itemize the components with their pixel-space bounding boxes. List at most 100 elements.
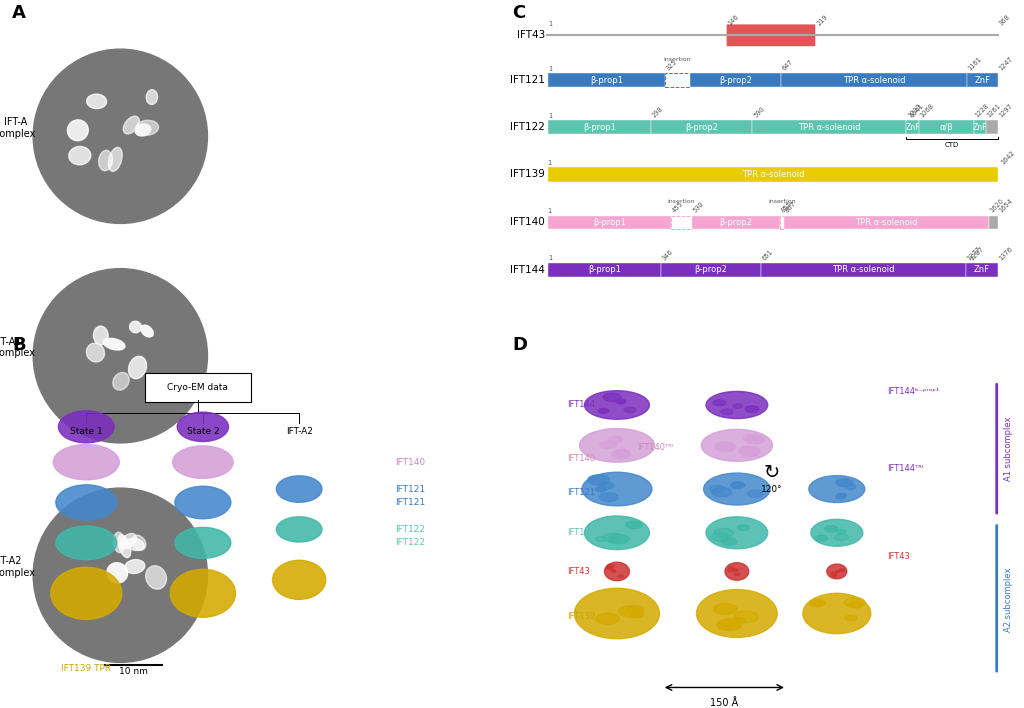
Text: TPR α-solenoid: TPR α-solenoid xyxy=(843,76,905,85)
Bar xyxy=(906,120,919,134)
Text: IFT122: IFT122 xyxy=(567,528,595,537)
Ellipse shape xyxy=(93,326,109,345)
Ellipse shape xyxy=(131,535,146,550)
Text: β-prop2: β-prop2 xyxy=(685,122,718,132)
Text: State 2: State 2 xyxy=(186,427,219,436)
Ellipse shape xyxy=(615,399,626,404)
Ellipse shape xyxy=(714,603,737,615)
Ellipse shape xyxy=(607,564,614,568)
Ellipse shape xyxy=(837,493,847,498)
Ellipse shape xyxy=(580,428,654,462)
Ellipse shape xyxy=(135,124,151,136)
Ellipse shape xyxy=(611,570,615,572)
Text: 298: 298 xyxy=(651,105,665,119)
Text: IFT140ᵀᴿᴵ: IFT140ᵀᴿᴵ xyxy=(637,442,674,452)
Text: D: D xyxy=(512,336,527,354)
Text: 590: 590 xyxy=(753,105,766,119)
Ellipse shape xyxy=(739,446,761,457)
Ellipse shape xyxy=(276,517,322,542)
Ellipse shape xyxy=(845,615,857,621)
Ellipse shape xyxy=(582,472,652,506)
Text: IFT43: IFT43 xyxy=(567,567,590,576)
Bar xyxy=(690,74,781,87)
Text: TPR α-solenoid: TPR α-solenoid xyxy=(798,122,860,132)
Ellipse shape xyxy=(845,598,865,607)
Text: IFT144: IFT144 xyxy=(567,401,595,409)
Text: IFT43: IFT43 xyxy=(516,30,545,40)
Ellipse shape xyxy=(717,619,741,630)
Text: 530: 530 xyxy=(692,200,706,214)
Circle shape xyxy=(33,488,208,663)
Ellipse shape xyxy=(746,435,764,444)
Ellipse shape xyxy=(835,534,849,540)
Text: IFT-A1
subcomplex: IFT-A1 subcomplex xyxy=(0,336,36,358)
Ellipse shape xyxy=(809,476,865,503)
Text: 1261: 1261 xyxy=(985,103,1001,119)
Ellipse shape xyxy=(604,562,630,581)
Text: IFT122: IFT122 xyxy=(395,525,425,534)
Ellipse shape xyxy=(611,450,631,459)
Text: TPR α-solenoid: TPR α-solenoid xyxy=(831,266,894,274)
Ellipse shape xyxy=(53,445,119,480)
Bar xyxy=(967,74,998,87)
Ellipse shape xyxy=(830,572,838,575)
Text: 325: 325 xyxy=(665,59,678,72)
Ellipse shape xyxy=(630,611,644,618)
Ellipse shape xyxy=(701,429,772,462)
Text: CTD: CTD xyxy=(945,142,959,148)
FancyBboxPatch shape xyxy=(144,373,251,401)
Bar xyxy=(548,120,651,134)
Text: B: B xyxy=(12,336,26,354)
Text: 867: 867 xyxy=(783,200,797,214)
Text: A2 subcomplex: A2 subcomplex xyxy=(1005,568,1013,632)
Text: 1033: 1033 xyxy=(906,103,923,119)
Bar xyxy=(974,120,985,134)
Text: IFT121: IFT121 xyxy=(395,484,426,493)
Ellipse shape xyxy=(737,525,750,530)
Text: 1247: 1247 xyxy=(998,55,1014,72)
Ellipse shape xyxy=(626,521,642,529)
Text: IFT-A2: IFT-A2 xyxy=(286,427,312,436)
Ellipse shape xyxy=(599,493,618,501)
Circle shape xyxy=(33,49,208,224)
Text: 455: 455 xyxy=(672,200,685,214)
Ellipse shape xyxy=(106,563,128,583)
Ellipse shape xyxy=(706,392,768,418)
Ellipse shape xyxy=(598,409,608,413)
Ellipse shape xyxy=(118,535,131,558)
Text: A: A xyxy=(12,4,27,21)
Ellipse shape xyxy=(272,560,326,600)
Text: 1297: 1297 xyxy=(998,103,1014,119)
Ellipse shape xyxy=(172,446,233,479)
Ellipse shape xyxy=(810,600,824,607)
Ellipse shape xyxy=(742,434,758,441)
Text: IFT144ᵇ⁻ᵖʳᵒᵖ¹: IFT144ᵇ⁻ᵖʳᵒᵖ¹ xyxy=(887,387,939,396)
Ellipse shape xyxy=(68,120,88,141)
Text: β-prop1: β-prop1 xyxy=(590,76,623,85)
Bar xyxy=(548,74,665,87)
Text: 10 nm: 10 nm xyxy=(119,667,148,676)
Ellipse shape xyxy=(574,588,659,639)
Ellipse shape xyxy=(86,343,104,362)
Ellipse shape xyxy=(703,473,770,505)
Circle shape xyxy=(33,268,208,443)
Text: IFT-A2
subcomplex: IFT-A2 subcomplex xyxy=(0,556,36,578)
Ellipse shape xyxy=(734,573,740,576)
Ellipse shape xyxy=(614,449,630,456)
Text: 1: 1 xyxy=(548,113,552,119)
Text: IFT140: IFT140 xyxy=(510,217,545,227)
Text: TPR α-solenoid: TPR α-solenoid xyxy=(855,218,918,227)
Text: IFT121: IFT121 xyxy=(510,75,545,85)
Text: 219: 219 xyxy=(816,13,828,27)
Text: IFT139: IFT139 xyxy=(510,169,545,179)
Text: IFT122: IFT122 xyxy=(395,538,425,547)
Ellipse shape xyxy=(603,533,622,542)
Text: β-prop1: β-prop1 xyxy=(588,266,621,274)
Text: 1376: 1376 xyxy=(998,245,1014,261)
Text: IFT121: IFT121 xyxy=(567,488,595,497)
Text: β-prop1: β-prop1 xyxy=(583,122,615,132)
Bar xyxy=(780,215,783,229)
Ellipse shape xyxy=(146,90,158,105)
Text: 855: 855 xyxy=(780,200,794,214)
Text: 1: 1 xyxy=(548,207,552,214)
